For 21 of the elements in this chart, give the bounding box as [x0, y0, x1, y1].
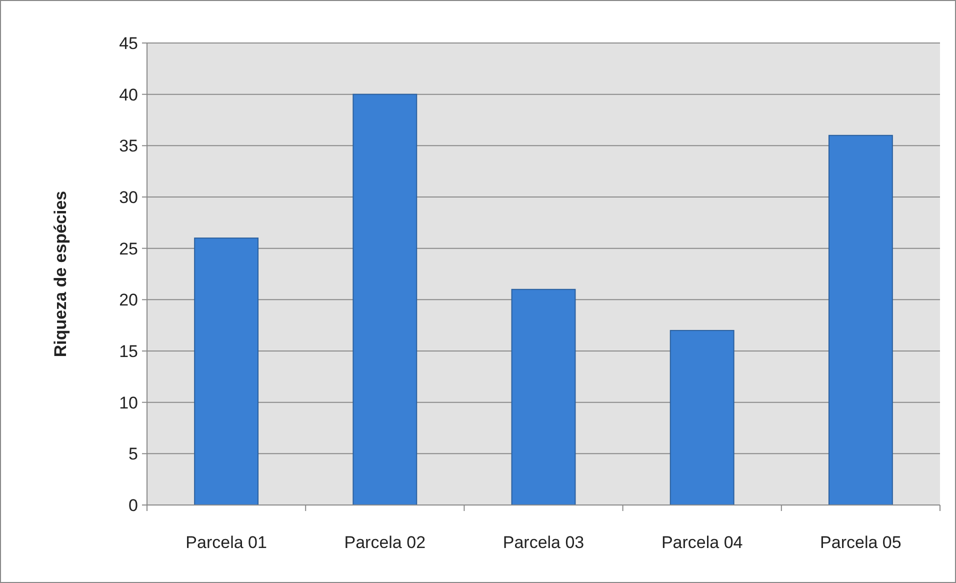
y-tick-label: 40	[119, 85, 138, 104]
y-tick-label: 30	[119, 188, 138, 207]
y-tick-label: 10	[119, 393, 138, 412]
x-tick-label: Parcela 04	[661, 533, 743, 552]
x-tick-label: Parcela 01	[186, 533, 267, 552]
y-tick-label: 0	[128, 496, 138, 515]
y-axis-title: Riqueza de espécies	[51, 190, 70, 358]
y-tick-label: 5	[128, 444, 138, 464]
y-tick-label: 20	[119, 290, 138, 310]
bar	[828, 134, 893, 506]
y-tick-label: 25	[119, 239, 138, 258]
x-tick-label: Parcela 03	[502, 533, 584, 552]
bar	[670, 330, 734, 506]
y-tick-label: 35	[119, 136, 138, 156]
bar	[194, 238, 259, 506]
y-tick-label: 45	[119, 34, 138, 53]
bar	[352, 94, 418, 506]
bar	[511, 288, 576, 506]
x-tick-label: Parcela 05	[820, 533, 902, 552]
x-tick-label: Parcela 02	[344, 533, 426, 552]
y-tick-label: 15	[119, 342, 138, 361]
